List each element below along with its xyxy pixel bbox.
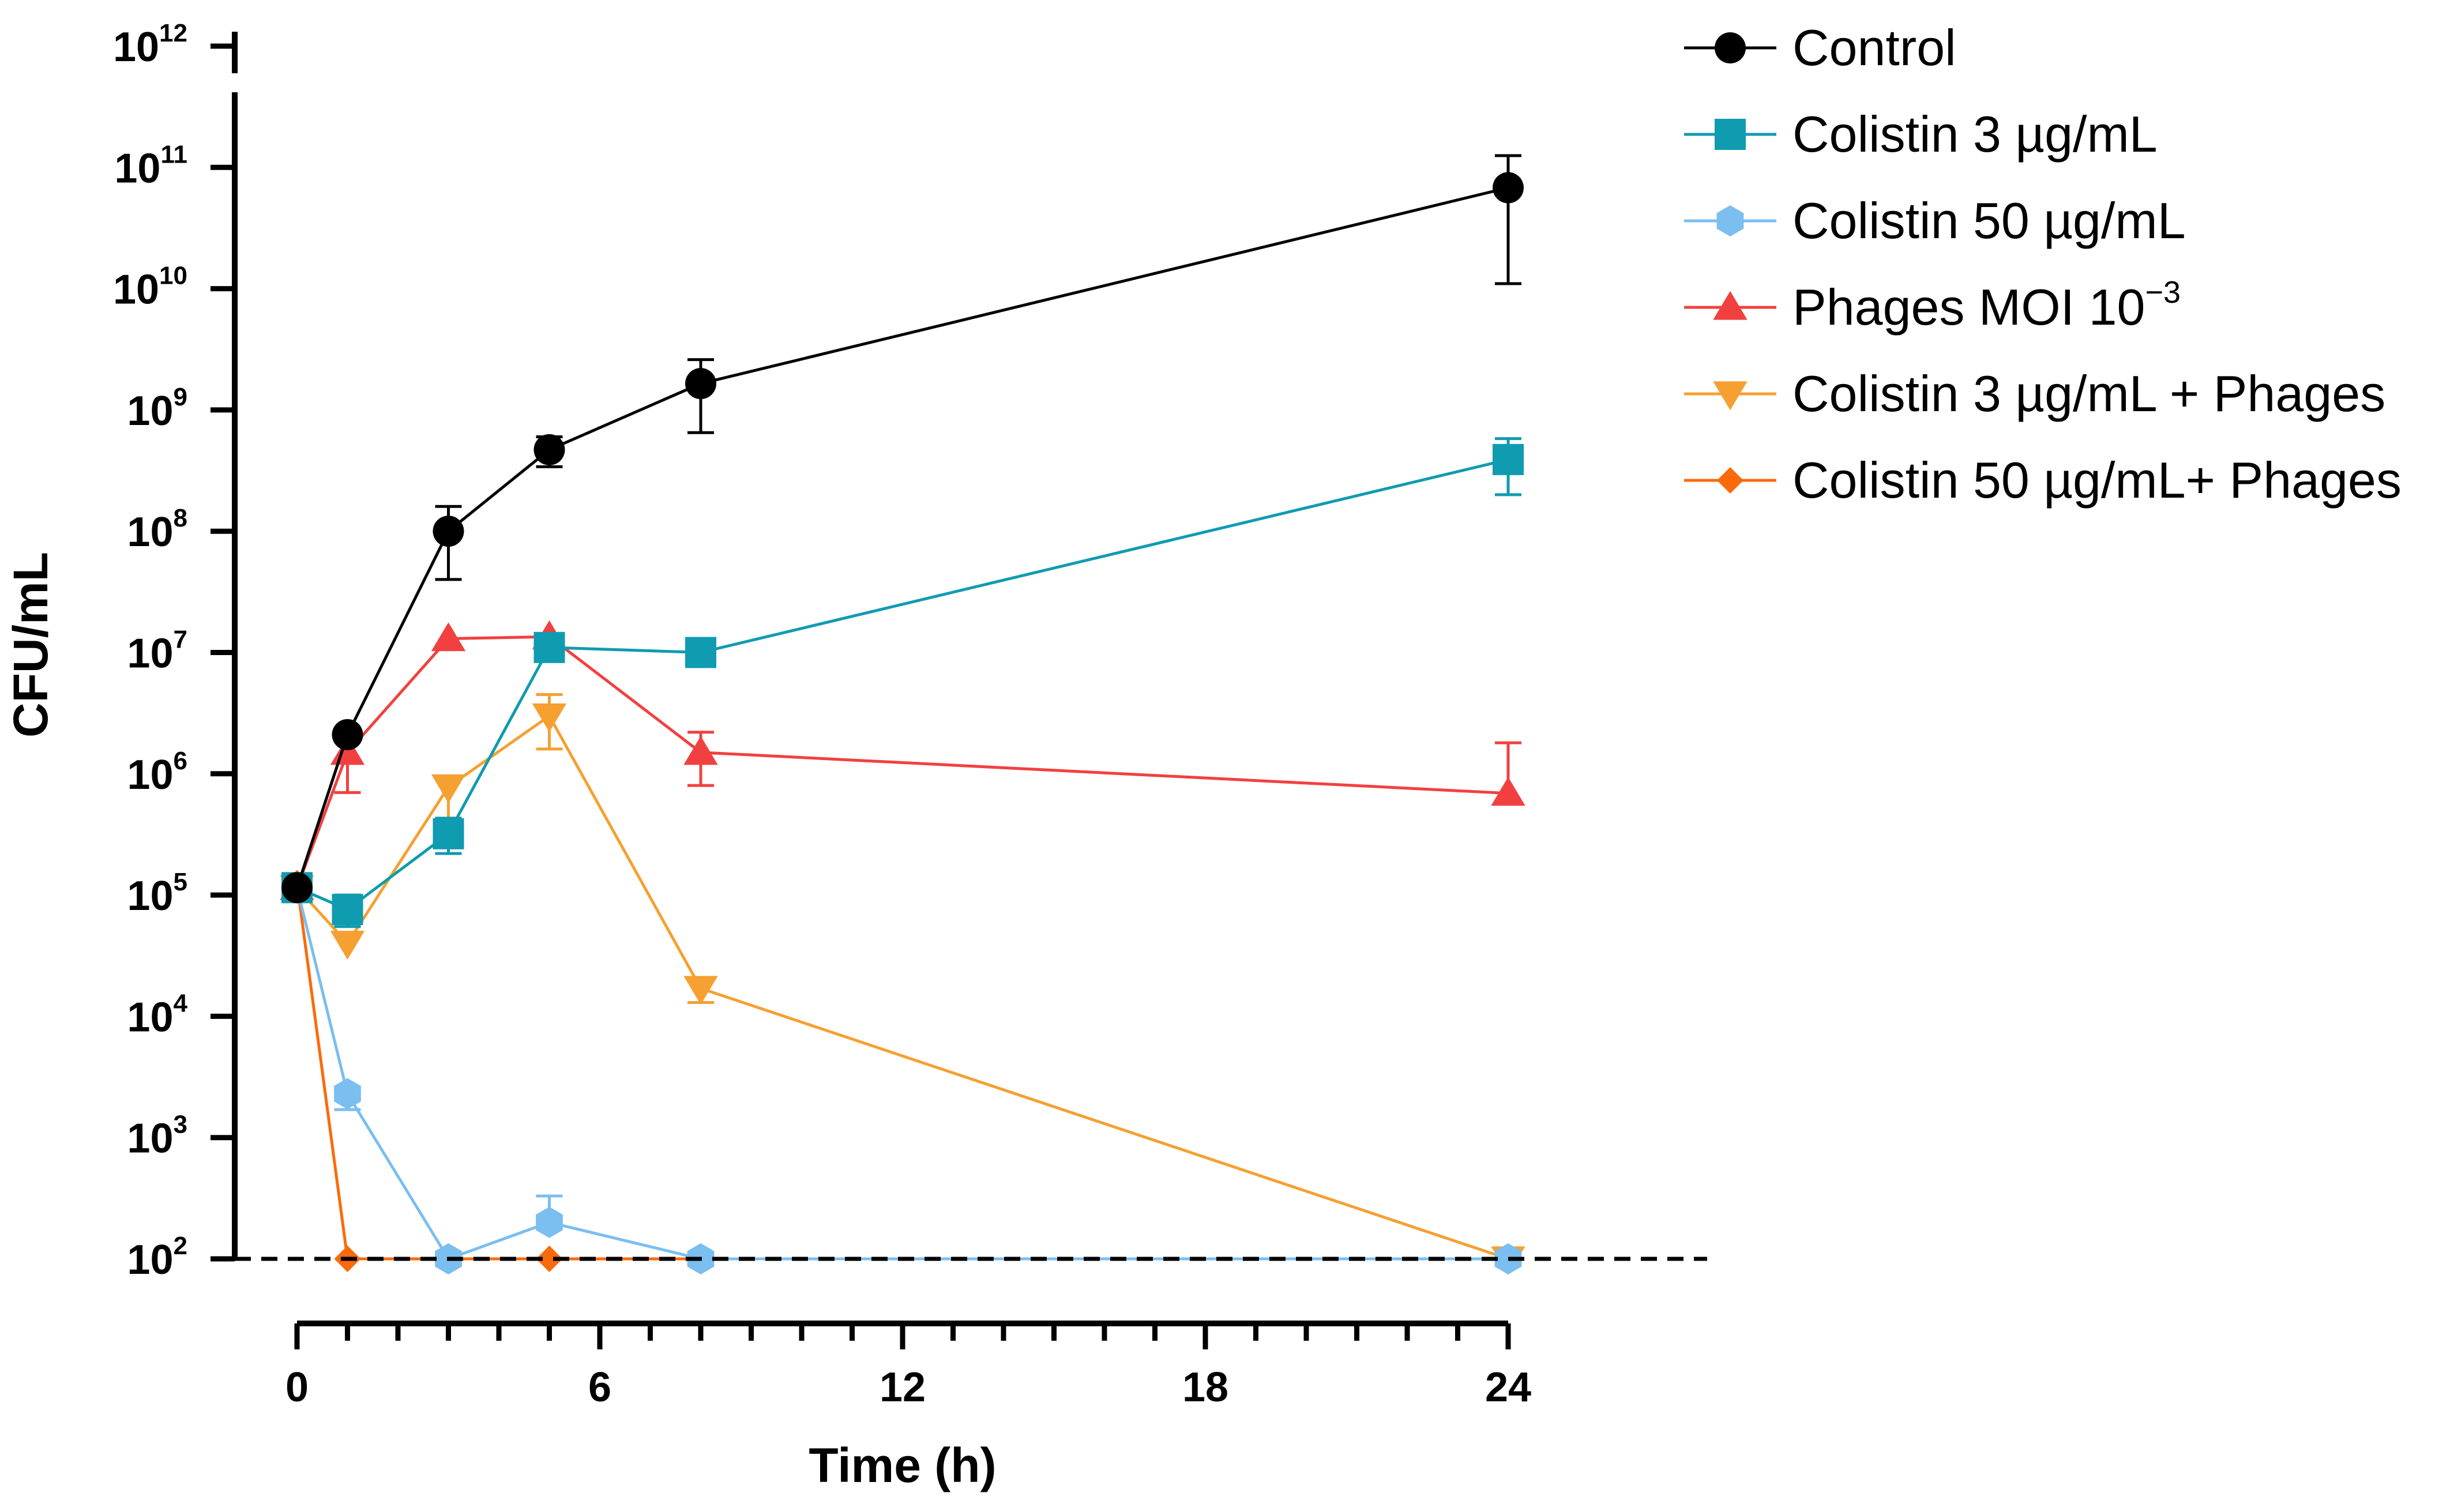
y-tick-label: 105 (127, 868, 187, 919)
legend-item-colistin-50-g-ml: Colistin 50 µg/mL (1684, 192, 2186, 249)
y-tick-label: 102 (127, 1232, 187, 1283)
legend-item-control: Control (1684, 19, 1956, 76)
legend-item-colistin-3-g-ml-phages: Colistin 3 µg/mL + Phages (1684, 365, 2385, 422)
data-point (683, 976, 718, 1005)
series-line (296, 713, 1509, 1261)
legend-item-colistin-50-g-ml-phages: Colistin 50 µg/mL+ Phages (1684, 452, 2402, 509)
data-point (533, 434, 565, 465)
series-line (295, 887, 1508, 1261)
data-point (532, 703, 567, 732)
x-tick-label: 6 (588, 1364, 611, 1411)
data-point (330, 931, 365, 960)
data-point (536, 1246, 563, 1272)
legend-label: Control (1792, 19, 1956, 76)
data-point (334, 1078, 361, 1109)
data-point (533, 631, 565, 663)
data-point (431, 622, 466, 652)
data-point (431, 774, 466, 803)
legend-marker (1715, 32, 1746, 63)
series-line (296, 458, 1509, 912)
x-tick-label: 18 (1182, 1364, 1228, 1411)
legend-item-colistin-3-g-ml: Colistin 3 µg/mL (1684, 106, 2158, 163)
legend-label: Phages MOI 10−3 (1792, 275, 2181, 336)
legend-label: Colistin 3 µg/mL (1792, 106, 2158, 163)
legend-marker (1715, 119, 1746, 150)
y-tick-label: 107 (127, 626, 187, 677)
y-tick-label: 103 (127, 1111, 187, 1162)
data-point (433, 516, 464, 547)
legend-marker (1717, 467, 1743, 494)
series-line (295, 635, 1509, 889)
axes: 102 103 104 105 106 107 108 109 1010 1011 1012 0 6 12… (3, 19, 1707, 1492)
plot-series (280, 154, 1525, 1276)
legend-label: Colistin 50 µg/mL+ Phages (1792, 452, 2402, 509)
y-tick-label: 104 (127, 989, 187, 1040)
x-tick-label: 0 (285, 1364, 309, 1411)
data-point (1491, 777, 1525, 806)
series-line (295, 186, 1509, 889)
legend-marker (1716, 205, 1744, 236)
series-control (281, 154, 1524, 904)
data-point (536, 1206, 563, 1238)
y-tick-label: 109 (127, 383, 187, 434)
data-point (685, 368, 716, 400)
data-point (685, 637, 716, 668)
legend: Control Colistin 3 µg/mL Colistin 50 µg/mL… (1684, 19, 2402, 509)
data-point (332, 719, 363, 751)
legend-label: Colistin 3 µg/mL + Phages (1792, 365, 2385, 422)
y-tick-label: 106 (127, 747, 187, 798)
series-line (295, 883, 1508, 1261)
y-tick-label: 1012 (113, 19, 187, 70)
data-point (1493, 443, 1524, 475)
series-phages-moi-10 (280, 620, 1525, 900)
data-point (683, 736, 718, 765)
data-point (433, 818, 464, 849)
legend-item-phages-moi-10: Phages MOI 10−3 (1684, 275, 2181, 336)
series-colistin-50-g-ml (283, 872, 1522, 1274)
legend-marker (1713, 291, 1748, 320)
y-tick-label: 1010 (113, 262, 187, 313)
legend-label: Colistin 50 µg/mL (1792, 192, 2186, 249)
data-point (281, 872, 313, 904)
series-colistin-50-g-ml-phages (284, 870, 1521, 1272)
y-tick-label: 1011 (114, 140, 187, 191)
x-tick-label: 12 (880, 1364, 926, 1411)
legend-marker (1713, 381, 1748, 411)
y-axis-title: CFU/mL (3, 552, 58, 738)
series-colistin-3-g-ml-phages (280, 693, 1525, 1276)
data-point (332, 894, 363, 926)
y-tick-label: 108 (127, 504, 187, 555)
x-axis-title: Time (h) (809, 1438, 996, 1492)
x-tick-label: 24 (1485, 1364, 1531, 1411)
series-colistin-3-g-ml (281, 437, 1524, 928)
data-point (1493, 172, 1524, 204)
